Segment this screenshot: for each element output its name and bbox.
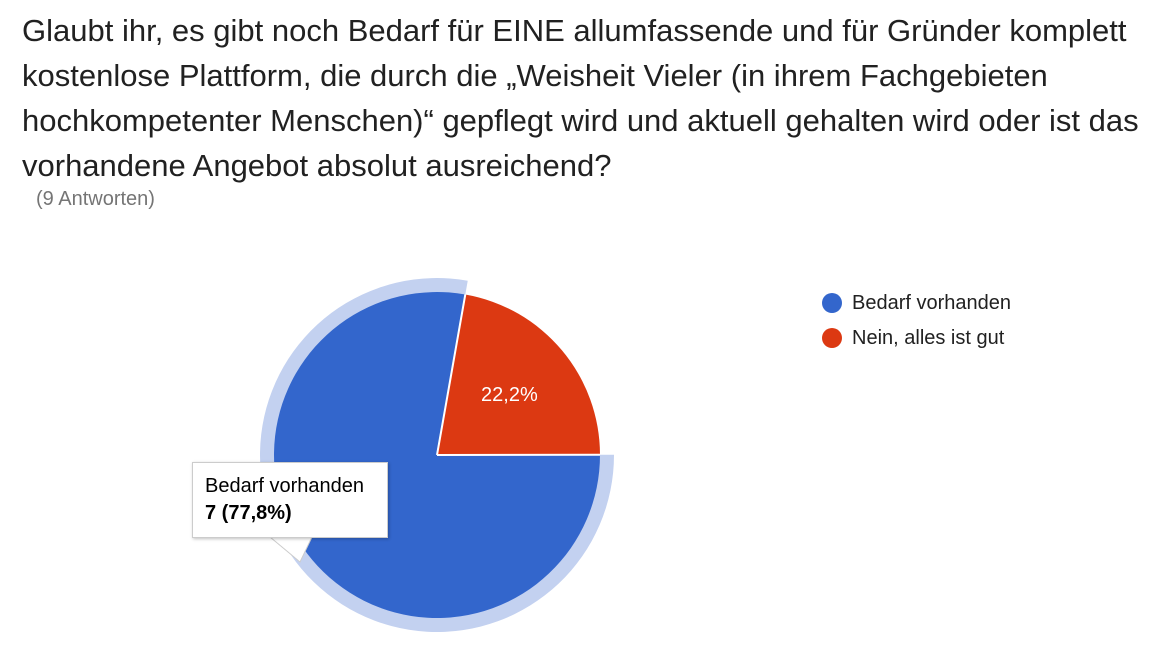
pie-slice-nein-alles-ist-gut[interactable] <box>437 294 600 455</box>
tooltip: Bedarf vorhanden 7 (77,8%) <box>192 462 388 538</box>
legend-label: Bedarf vorhanden <box>852 291 1012 314</box>
response-count: (9 Antworten) <box>36 188 155 210</box>
tooltip-value: 7 (77,8%) <box>205 502 292 524</box>
slice-separator <box>436 294 467 456</box>
legend-dot-icon <box>822 293 842 313</box>
legend-dot-icon <box>822 328 842 348</box>
tooltip-title: Bedarf vorhanden <box>205 475 365 497</box>
legend-item-nein-alles-ist-gut[interactable]: Nein, alles ist gut <box>822 326 1004 350</box>
legend-label: Nein, alles ist gut <box>852 326 1005 349</box>
question-title: Glaubt ihr, es gibt noch Bedarf für EINE… <box>22 13 1139 183</box>
legend-item-bedarf-vorhanden[interactable]: Bedarf vorhanden <box>822 291 1011 315</box>
pie-slice-label-nein: 22,2% <box>481 384 538 406</box>
